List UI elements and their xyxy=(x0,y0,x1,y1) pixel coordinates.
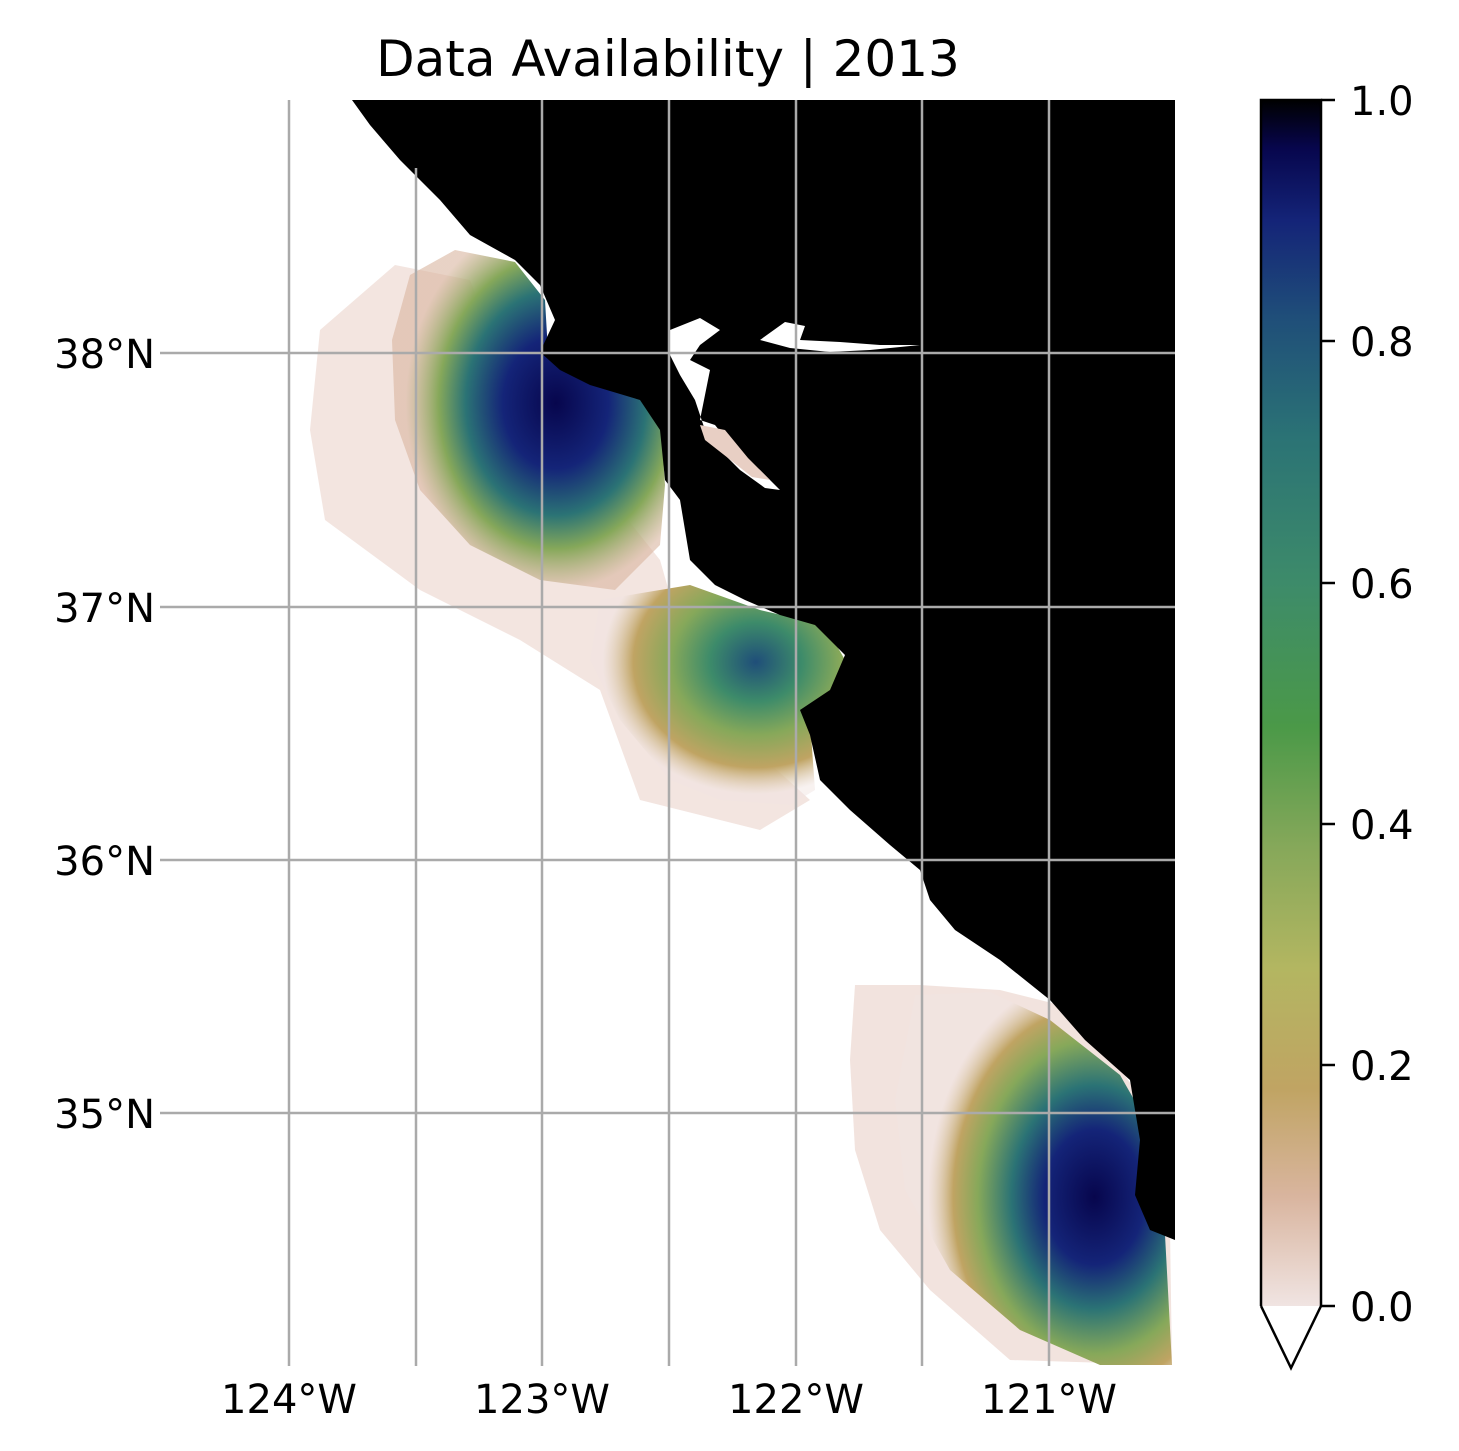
sf-bay xyxy=(670,318,780,490)
colorbar: 0.0 0.2 0.4 0.6 0.8 1.0 xyxy=(1259,79,1414,1371)
lat-tick-label: 38°N xyxy=(54,332,155,378)
colorbar-tick-label: 0.2 xyxy=(1350,1044,1414,1090)
colorbar-tick-label: 0.6 xyxy=(1350,562,1414,608)
colorbar-tick-label: 0.4 xyxy=(1350,803,1414,849)
lat-tick-label: 36°N xyxy=(54,839,155,885)
colorbar-tick-label: 0.8 xyxy=(1350,320,1414,366)
lon-tick-label: 124°W xyxy=(221,1377,357,1423)
lon-tick-label: 121°W xyxy=(981,1377,1117,1423)
coverage-layer xyxy=(310,250,1172,1365)
lon-tick-label: 123°W xyxy=(474,1377,610,1423)
lon-tick-labels: 124°W 123°W 122°W 121°W xyxy=(221,1377,1117,1423)
coverage-mid xyxy=(590,585,845,805)
lon-tick-label: 122°W xyxy=(728,1377,864,1423)
colorbar-extend-triangle xyxy=(1259,1305,1323,1371)
colorbar-outline xyxy=(1259,98,1323,1306)
coverage-north xyxy=(392,250,665,590)
colorbar-tick-label: 0.0 xyxy=(1350,1285,1414,1331)
gridlines xyxy=(160,100,1175,1366)
colorbar-gradient xyxy=(1261,100,1321,1306)
land-layer xyxy=(352,100,1175,1240)
lat-tick-label: 35°N xyxy=(54,1092,155,1138)
chart-title: Data Availability | 2013 xyxy=(376,30,960,88)
lat-tick-labels: 38°N 37°N 36°N 35°N xyxy=(54,332,155,1138)
san-pablo-bay xyxy=(760,322,920,352)
land-coast-california xyxy=(352,100,1175,1240)
bay-coverage xyxy=(700,425,770,480)
coverage-south xyxy=(895,992,1172,1365)
lat-tick-label: 37°N xyxy=(54,586,155,632)
colorbar-tick-label: 1.0 xyxy=(1350,79,1414,125)
colorbar-ticks xyxy=(1321,98,1335,1308)
